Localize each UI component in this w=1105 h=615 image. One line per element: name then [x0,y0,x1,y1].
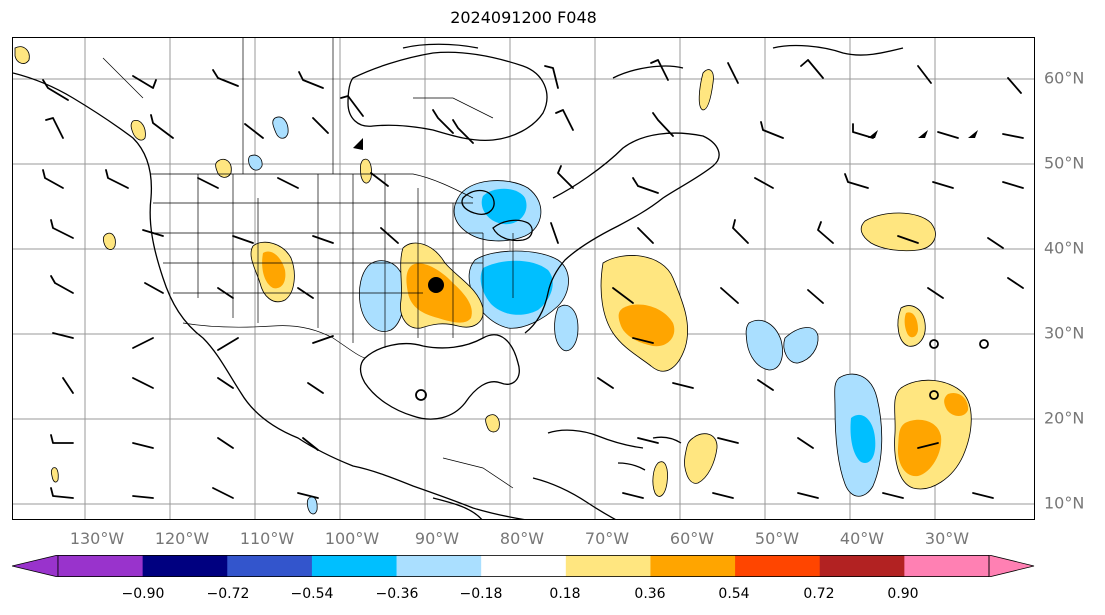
colorbar-tick-label: −0.54 [290,586,334,602]
colorbar-under-arrow [12,555,59,577]
political-borders [102,38,514,489]
map-markers [415,277,989,401]
map-title: 2024091200 F048 [450,8,597,27]
colorbar-bin [904,555,990,577]
colorbar-tick-label: 0.54 [718,586,750,602]
colorbar [12,555,1035,577]
colorbar-tick-label: −0.90 [121,586,165,602]
colorbar-tick-label: 0.90 [887,586,919,602]
colorbar-bin [227,555,313,577]
lon-label-100w: 100°W [324,529,380,548]
lat-label-40n: 40°N [1044,238,1085,258]
lat-label-50n: 50°N [1044,153,1085,173]
colorbar-tick-label: 0.72 [803,586,835,602]
lon-label-80w: 80°W [499,529,545,548]
colorbar-tick-label: −0.18 [459,586,503,602]
colorbar-bin [819,555,905,577]
negative-anomaly-atlantic-b [783,327,819,364]
colorbar-bin [650,555,736,577]
colorbar-bin [565,555,651,577]
colorbar-bin [481,555,567,577]
colorbar-tick-label: 0.18 [549,586,581,602]
lon-label-130w: 130°W [69,529,125,548]
negative-anomaly-atlantic-a [745,319,783,371]
lon-label-120w: 120°W [154,529,210,548]
lon-label-50w: 50°W [754,529,800,548]
colorbar-bins [12,555,1035,577]
positive-anomaly-northeast-atlantic [860,212,936,252]
colorbar-tick-label: 0.36 [634,586,666,602]
lat-label-30n: 30°N [1044,323,1085,343]
lon-label-40w: 40°W [839,529,885,548]
colorbar-bin [58,555,144,577]
lon-label-110w: 110°W [239,529,295,548]
lon-label-30w: 30°W [924,529,970,548]
colorbar-tick-label: −0.36 [375,586,419,602]
colorbar-svg [12,555,1035,577]
wind-barbs [42,59,1024,499]
colorbar-bin [396,555,482,577]
lon-label-60w: 60°W [669,529,715,548]
lat-label-20n: 20°N [1044,408,1085,428]
colorbar-over-arrow [988,555,1035,577]
lon-label-70w: 70°W [584,529,630,548]
pennant-barbs [353,130,978,150]
negative-anomaly-plains [359,260,405,332]
colorbar-bin [142,555,228,577]
colorbar-tick-label: −0.72 [206,586,250,602]
map-canvas [13,38,1034,519]
colorbar-frame [57,555,990,577]
map-panel[interactable] [12,37,1035,520]
colorbar-bin [735,555,821,577]
lon-label-90w: 90°W [414,529,460,548]
lat-label-60n: 60°N [1044,68,1085,88]
coastlines [13,43,904,519]
low-center-marker [428,277,444,293]
anomaly-contours [14,46,972,515]
lat-label-10n: 10°N [1044,493,1085,513]
colorbar-bin [311,555,398,577]
